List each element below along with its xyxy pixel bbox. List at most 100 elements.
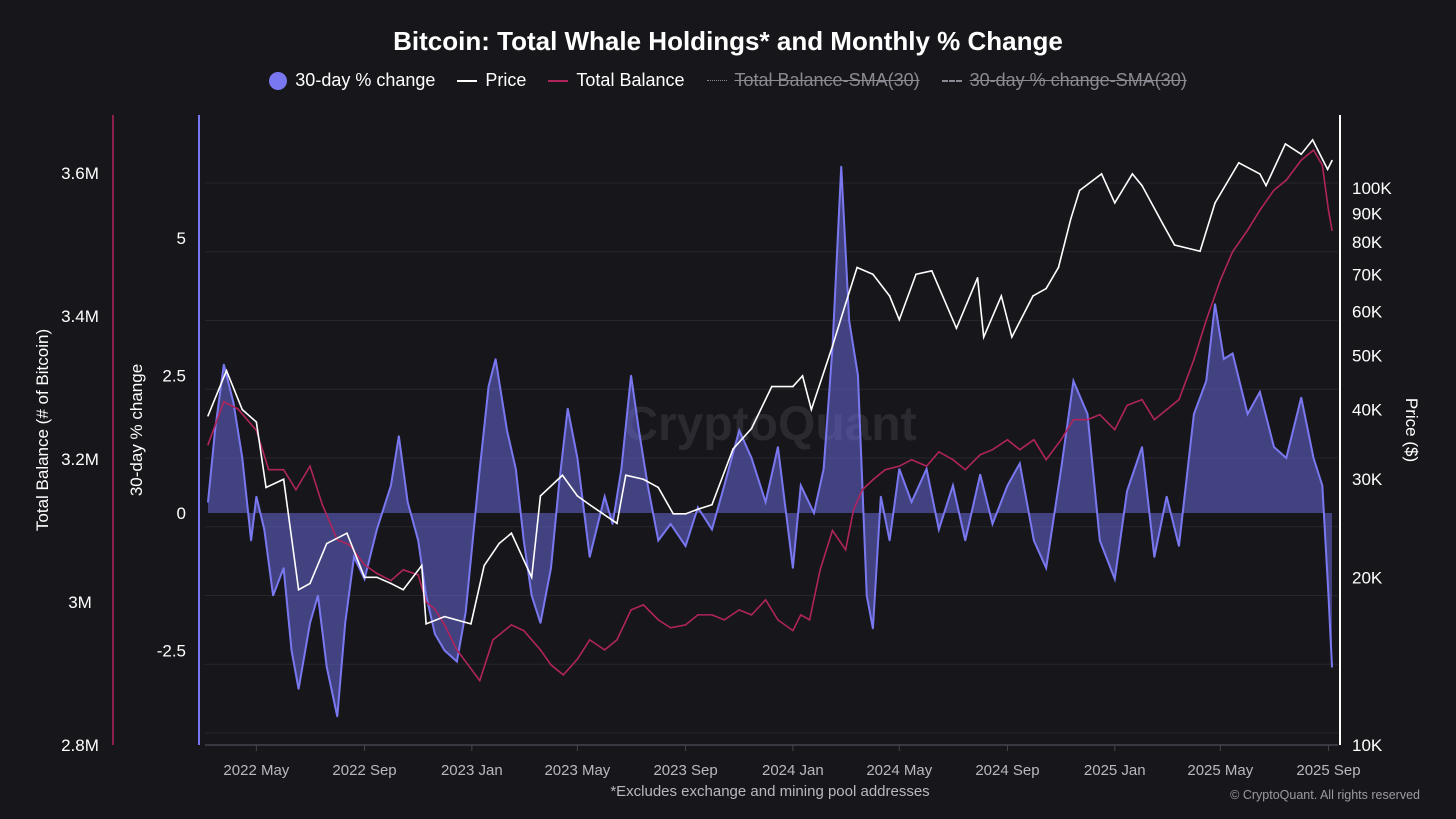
pct-change-point <box>979 473 982 476</box>
price-point <box>588 503 591 506</box>
price-point <box>810 408 813 411</box>
total-balance-point <box>1327 209 1330 211</box>
pct-change-point <box>232 402 235 404</box>
total-balance-point <box>1273 189 1275 191</box>
price-point <box>510 532 513 535</box>
x-axis-tick-label: 2022 Sep <box>332 762 396 779</box>
pct-change-point <box>255 495 258 498</box>
pct-change-point <box>1231 352 1234 355</box>
total-balance-point <box>1193 358 1195 361</box>
price-point <box>1311 139 1314 141</box>
pct-change-point <box>1045 567 1047 569</box>
pct-change-point <box>669 523 672 525</box>
price-point <box>915 273 917 276</box>
pct-change-point <box>550 567 552 569</box>
legend-label: Total Balance <box>576 70 685 90</box>
price-point <box>1069 218 1072 220</box>
price-point <box>483 564 485 567</box>
pct-change-point <box>848 319 850 322</box>
price-point <box>711 503 713 506</box>
total-balance-point <box>1126 404 1128 407</box>
price-point <box>207 414 209 417</box>
price-point <box>530 576 533 579</box>
total-balance-point <box>1165 408 1168 411</box>
pct-change-point <box>910 501 913 503</box>
price-point <box>225 369 228 372</box>
legend-item-pct-sma[interactable]: 30-day % change-SMA(30) <box>941 70 1187 91</box>
legend-dashed-icon <box>941 79 962 82</box>
left-axis-tick-label: 3M <box>68 593 92 612</box>
price-point <box>888 295 891 297</box>
right-axis-title: Price ($) <box>1402 398 1421 462</box>
price-point <box>1173 244 1176 246</box>
total-balance-point <box>1072 418 1075 421</box>
x-axis-tick-label: 2023 May <box>544 762 610 779</box>
legend-label: 30-day % change-SMA(30) <box>969 70 1187 90</box>
total-balance-point <box>336 538 339 541</box>
total-balance-point <box>402 569 405 571</box>
total-balance-point <box>792 629 794 632</box>
total-balance-point <box>697 614 699 616</box>
total-balance-point <box>991 448 994 451</box>
legend-item-pct-change[interactable]: 30-day % change <box>269 70 435 91</box>
pct-change-point <box>263 528 266 531</box>
total-balance-point <box>550 664 552 666</box>
right-axis-tick-label: 100K <box>1352 179 1392 198</box>
pct-change-point <box>938 528 940 531</box>
pct-change-point <box>398 435 400 437</box>
pct-change-point <box>443 649 446 652</box>
pct-change-point <box>390 484 392 487</box>
price-point <box>898 318 901 321</box>
total-balance-point <box>808 619 811 621</box>
price-point <box>1131 173 1134 175</box>
total-balance-point <box>237 408 239 410</box>
pct-change-point <box>558 484 560 487</box>
pct-change-point <box>290 649 293 652</box>
price-point <box>325 542 328 545</box>
total-balance-point <box>309 465 311 467</box>
left-axis-tick-label: 3.6M <box>61 164 99 183</box>
price-point <box>297 588 300 591</box>
legend-label: Price <box>485 70 527 90</box>
legend-line-icon <box>457 79 478 82</box>
total-balance-point <box>223 401 225 403</box>
total-balance-point <box>1099 413 1101 416</box>
left-axis-tick-label: 2.8M <box>61 736 99 755</box>
price-point <box>1199 250 1201 253</box>
price-point <box>1284 143 1287 145</box>
total-balance-point <box>630 609 632 611</box>
pct-change-point <box>464 611 467 613</box>
total-balance-point <box>1153 418 1156 421</box>
price-point <box>1162 223 1164 226</box>
total-balance-point <box>1178 398 1180 401</box>
pct-change-point <box>1099 539 1101 542</box>
total-balance-point <box>588 639 591 641</box>
pct-change-point <box>417 539 420 542</box>
pct-change-point <box>880 495 882 498</box>
total-balance-point <box>657 619 660 621</box>
pct-change-point <box>872 627 874 630</box>
price-point <box>1000 295 1003 297</box>
pct-change-point <box>1086 413 1089 415</box>
legend-item-price[interactable]: Price <box>457 70 526 91</box>
right-axis-tick-label: 50K <box>1352 347 1383 366</box>
price-point <box>363 576 366 579</box>
price-point <box>672 513 675 515</box>
pct-change-point <box>1205 380 1208 382</box>
pct-change-point <box>515 468 517 470</box>
legend-item-balance-sma[interactable]: Total Balance-SMA(30) <box>706 70 920 91</box>
x-axis-tick-label: 2024 Jan <box>762 762 824 779</box>
price-point <box>732 448 734 450</box>
legend-item-total-balance[interactable]: Total Balance <box>548 70 685 91</box>
pct-change-point <box>1331 666 1333 668</box>
price-point <box>1331 159 1333 162</box>
price-point <box>624 474 627 477</box>
price-point <box>420 564 423 567</box>
mid-axis-tick-label: 2.5 <box>162 367 186 386</box>
right-axis-tick-label: 10K <box>1352 736 1383 755</box>
pct-change-point <box>1033 539 1035 542</box>
price-point <box>750 427 753 430</box>
total-balance-point <box>562 674 565 676</box>
total-balance-point <box>952 458 954 461</box>
price-point <box>982 336 985 338</box>
